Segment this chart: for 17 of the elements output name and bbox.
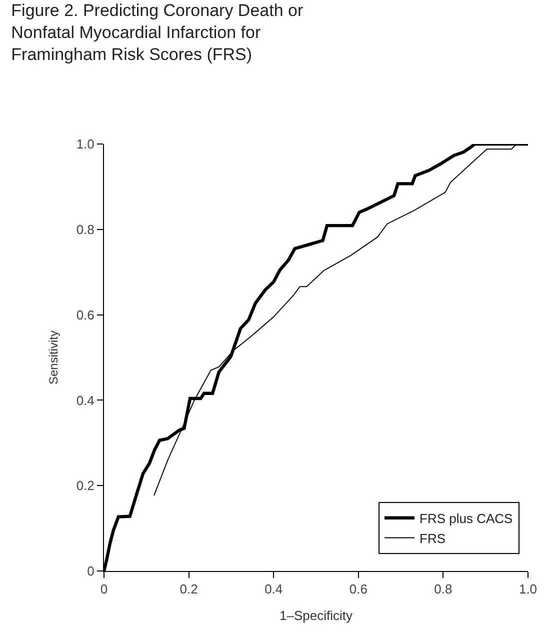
y-axis-title: Sensitivity [46,330,61,385]
y-tick-label: 0.8 [76,222,94,237]
y-tick-label: 0.2 [76,478,94,494]
x-tick-label: 0.4 [264,582,283,597]
y-tick-label: 1.0 [76,136,94,152]
y-tick-label: 0 [87,564,94,579]
y-tick-label: 0.4 [76,392,94,408]
y-tick-label: 0.6 [76,307,94,322]
legend-label: FRS [420,530,446,546]
x-tick-label: 0.6 [349,582,368,597]
legend-label: FRS plus CACS [420,510,514,526]
x-tick-label: 0 [100,582,108,597]
x-tick-label: 0.8 [434,582,452,597]
x-axis-title: 1–Specificity [280,608,353,624]
x-tick-label: 0.2 [180,582,198,597]
x-tick-label: 1.0 [518,582,538,597]
chart-title: Figure 2. Predicting Coronary Death or Nonfatal Myocardial Infarction for Framingham Risk Scores (FRS) [11,1,304,64]
